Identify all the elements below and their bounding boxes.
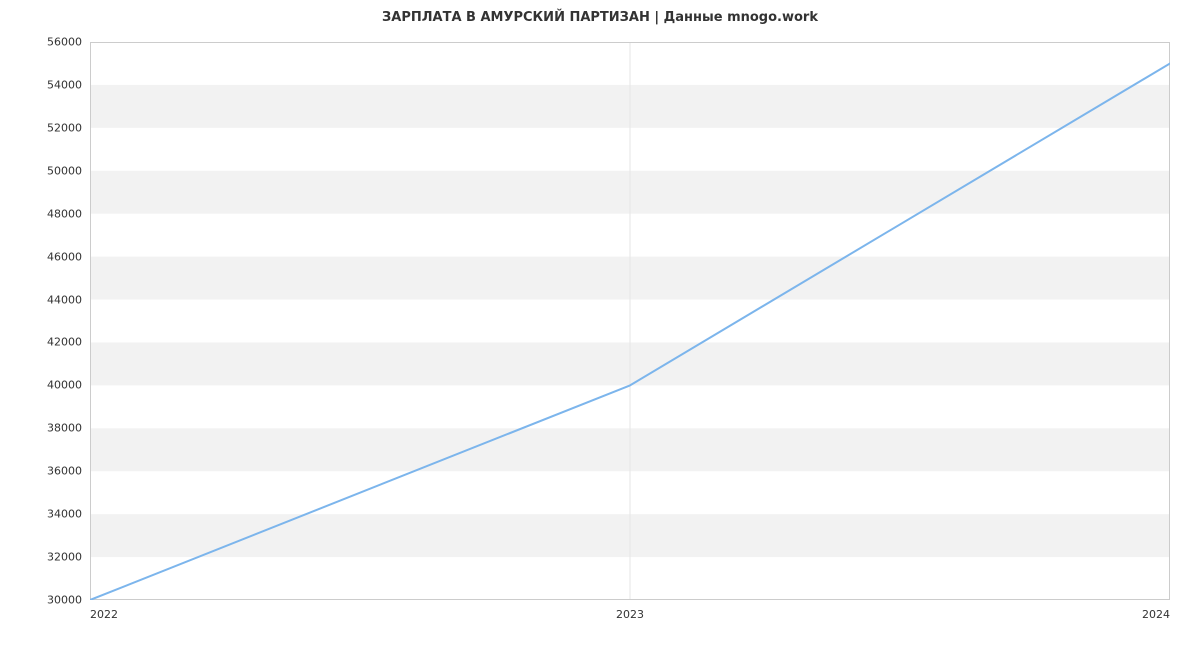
- x-tick-label: 2022: [90, 608, 118, 621]
- x-tick-label: 2023: [616, 608, 644, 621]
- y-tick-label: 56000: [47, 36, 82, 49]
- y-tick-label: 42000: [47, 336, 82, 349]
- x-tick-label: 2024: [1142, 608, 1170, 621]
- y-tick-label: 48000: [47, 207, 82, 220]
- y-tick-label: 54000: [47, 78, 82, 91]
- y-tick-label: 38000: [47, 422, 82, 435]
- plot-svg: [90, 42, 1170, 600]
- y-tick-label: 50000: [47, 164, 82, 177]
- plot-area: [90, 42, 1170, 600]
- y-tick-label: 46000: [47, 250, 82, 263]
- y-tick-label: 30000: [47, 594, 82, 607]
- y-tick-label: 32000: [47, 551, 82, 564]
- y-tick-label: 36000: [47, 465, 82, 478]
- salary-line-chart: ЗАРПЛАТА В АМУРСКИЙ ПАРТИЗАН | Данные mn…: [0, 0, 1200, 650]
- y-tick-label: 40000: [47, 379, 82, 392]
- y-tick-label: 44000: [47, 293, 82, 306]
- y-tick-label: 52000: [47, 121, 82, 134]
- y-tick-label: 34000: [47, 508, 82, 521]
- chart-title: ЗАРПЛАТА В АМУРСКИЙ ПАРТИЗАН | Данные mn…: [0, 10, 1200, 25]
